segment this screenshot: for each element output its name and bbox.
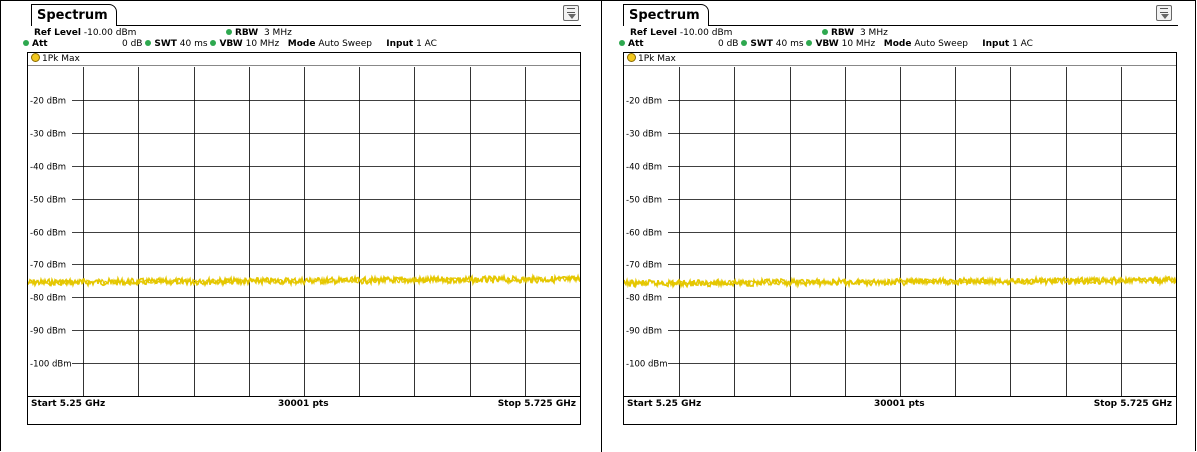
- y-tick-label: -60 dBm: [626, 229, 662, 239]
- trace-header: 1Pk Max: [28, 53, 580, 66]
- ref-level-label: Ref Level: [34, 28, 81, 38]
- spectrum-trace-max: [28, 274, 580, 287]
- y-tick-label: -70 dBm: [626, 261, 662, 271]
- y-tick-label: -90 dBm: [626, 327, 662, 337]
- rbw-indicator-icon: [822, 29, 828, 35]
- y-tick-label: -50 dBm: [30, 196, 66, 206]
- mode-value: Auto Sweep: [914, 39, 968, 49]
- spectrum-tab[interactable]: Spectrum: [623, 4, 709, 26]
- y-tick-label: -40 dBm: [626, 163, 662, 173]
- ref-level-label: Ref Level: [630, 28, 677, 38]
- vbw-label: VBW: [219, 39, 243, 49]
- tab-line: [708, 25, 1178, 26]
- y-tick-label: -100 dBm: [626, 360, 668, 370]
- input-label: Input: [982, 39, 1010, 49]
- vbw-label: VBW: [815, 39, 839, 49]
- start-frequency: Start 5.25 GHz: [31, 399, 106, 409]
- y-tick-label: -80 dBm: [30, 294, 66, 304]
- menu-icon[interactable]: [1156, 5, 1172, 21]
- y-tick-label: -70 dBm: [30, 261, 66, 271]
- trace-header: 1Pk Max: [624, 53, 1176, 66]
- vbw-value: 10 MHz: [841, 39, 876, 49]
- ref-level-row: Ref Level -10.00 dBm: [630, 28, 732, 38]
- sweep-points: 30001 pts: [874, 399, 925, 409]
- att-swt-row: 0 dB SWT 40 ms VBW 10 MHz Mode Auto Swee…: [718, 39, 1033, 49]
- swt-label: SWT: [750, 39, 773, 49]
- trace-indicator-icon: [627, 53, 636, 62]
- rbw-row: RBW 3 MHz: [226, 28, 292, 38]
- trace-footer: Start 5.25 GHz 30001 pts Stop 5.725 GHz: [624, 396, 1176, 411]
- att-row: Att: [619, 39, 644, 49]
- vbw-value: 10 MHz: [245, 39, 280, 49]
- att-row: Att: [23, 39, 48, 49]
- trace-footer: Start 5.25 GHz 30001 pts Stop 5.725 GHz: [28, 396, 580, 411]
- tab-label: Spectrum: [629, 8, 700, 23]
- stop-frequency: Stop 5.725 GHz: [497, 399, 576, 409]
- swt-indicator-icon: [145, 40, 152, 46]
- rbw-label: RBW: [831, 28, 855, 38]
- spectrum-plot-svg: -20 dBm -30 dBm -40 dBm -50 dBm -60 dBm -70 d…: [624, 67, 1176, 396]
- att-value: 0 dB: [718, 39, 739, 49]
- spectrum-trace-max: [624, 276, 1176, 288]
- tab-label: Spectrum: [37, 8, 108, 23]
- rbw-row: RBW 3 MHz: [822, 28, 888, 38]
- spectrum-plot-svg: -20 dBm -30 dBm -40 dBm -50 dBm -60 dBm -70 d…: [28, 67, 580, 396]
- trace-label: 1Pk Max: [638, 54, 676, 64]
- y-tick-label: -80 dBm: [626, 294, 662, 304]
- spectrum-plot[interactable]: -20 dBm -30 dBm -40 dBm -50 dBm -60 dBm -70 d…: [28, 67, 580, 396]
- att-indicator-icon: [23, 40, 29, 46]
- y-tick-label: -60 dBm: [30, 229, 66, 239]
- spectrum-plot[interactable]: -20 dBm -30 dBm -40 dBm -50 dBm -60 dBm -70 d…: [624, 67, 1176, 396]
- att-value: 0 dB: [122, 39, 143, 49]
- column-divider: [601, 0, 602, 452]
- input-label: Input: [386, 39, 414, 49]
- vbw-indicator-icon: [806, 40, 813, 46]
- ref-level-value: -10.00 dBm: [679, 28, 733, 38]
- trace-window: 1Pk Max -20 dBm -30 dBm -40 dBm -50 dBm -60 …: [623, 52, 1177, 425]
- swt-indicator-icon: [741, 40, 748, 46]
- ref-level-row: Ref Level -10.00 dBm: [34, 28, 136, 38]
- y-tick-label: -100 dBm: [30, 360, 72, 370]
- input-value: 1 AC: [416, 39, 437, 49]
- trace-label: 1Pk Max: [42, 54, 80, 64]
- trace-window: 1Pk Max -20 dBm -30 dBm -40 dBm -50 dBm -60 …: [27, 52, 581, 425]
- mode-value: Auto Sweep: [318, 39, 372, 49]
- start-frequency: Start 5.25 GHz: [627, 399, 702, 409]
- spectrum-panel-2: Spectrum Ref Level -10.00 dBm RBW 3 MHz …: [619, 0, 1183, 430]
- att-swt-row: 0 dB SWT 40 ms VBW 10 MHz Mode Auto Swee…: [122, 39, 437, 49]
- rbw-label: RBW: [235, 28, 259, 38]
- menu-icon[interactable]: [563, 5, 579, 21]
- rbw-indicator-icon: [226, 29, 232, 35]
- ref-level-value: -10.00 dBm: [83, 28, 137, 38]
- vbw-indicator-icon: [210, 40, 217, 46]
- rbw-value: 3 MHz: [859, 28, 888, 38]
- spectrum-tab[interactable]: Spectrum: [31, 4, 117, 26]
- tab-line: [116, 25, 581, 26]
- swt-value: 40 ms: [179, 39, 208, 49]
- y-tick-label: -30 dBm: [30, 130, 66, 140]
- att-label: Att: [32, 39, 48, 49]
- stop-frequency: Stop 5.725 GHz: [1093, 399, 1172, 409]
- rbw-value: 3 MHz: [263, 28, 292, 38]
- trace-indicator-icon: [31, 53, 40, 62]
- y-tick-label: -30 dBm: [626, 130, 662, 140]
- mode-label: Mode: [883, 39, 912, 49]
- att-indicator-icon: [619, 40, 625, 46]
- spectrum-panel-1: Spectrum Ref Level -10.00 dBm RBW 3 MHz …: [23, 0, 587, 430]
- y-tick-label: -20 dBm: [626, 97, 662, 107]
- input-value: 1 AC: [1012, 39, 1033, 49]
- swt-value: 40 ms: [775, 39, 804, 49]
- mode-label: Mode: [287, 39, 316, 49]
- swt-label: SWT: [154, 39, 177, 49]
- y-tick-label: -50 dBm: [626, 196, 662, 206]
- y-tick-label: -90 dBm: [30, 327, 66, 337]
- sweep-points: 30001 pts: [278, 399, 329, 409]
- y-tick-label: -40 dBm: [30, 163, 66, 173]
- att-label: Att: [628, 39, 644, 49]
- y-tick-label: -20 dBm: [30, 97, 66, 107]
